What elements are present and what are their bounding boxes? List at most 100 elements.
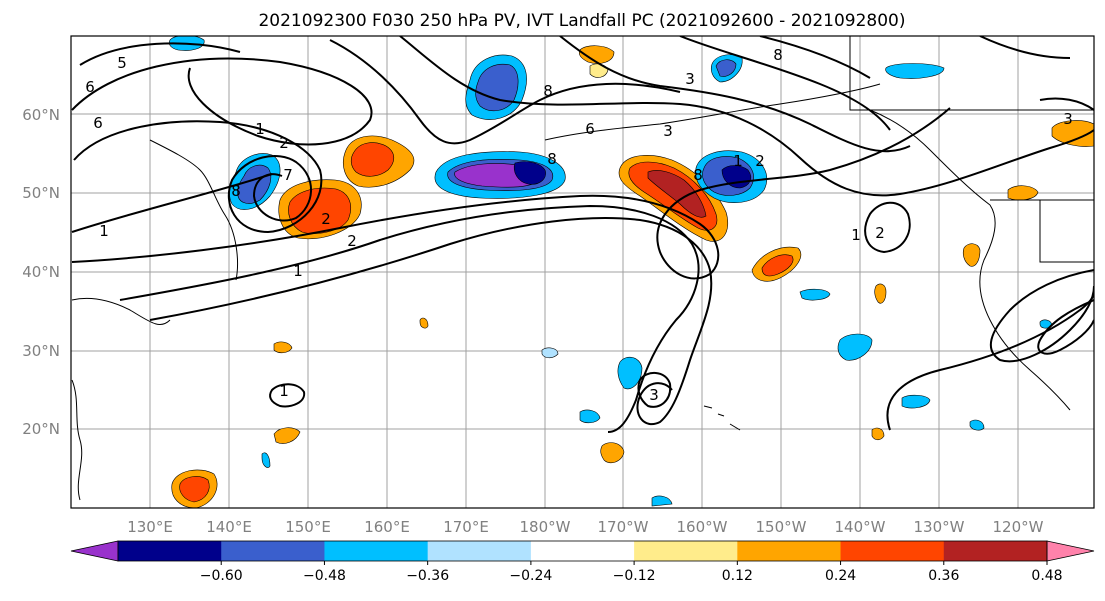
- lat-label-30n: 30°N: [22, 342, 60, 360]
- lat-label-40n: 40°N: [22, 263, 60, 281]
- positive-pv-anomaly: [273, 427, 301, 444]
- negative-pv-anomaly: [237, 164, 272, 204]
- contour-label: 1: [255, 120, 265, 138]
- contour-label: 2: [347, 232, 357, 250]
- positive-pv-anomaly: [578, 45, 615, 64]
- longitude-labels: 130°E 140°E 150°E 160°E 170°E 180°W 170°W 160°W…: [127, 518, 1043, 536]
- positive-pv-anomaly: [761, 254, 794, 277]
- positive-pv-anomaly: [600, 442, 625, 464]
- negative-pv-anomaly: [579, 409, 601, 424]
- negative-pv-anomaly: [617, 356, 643, 390]
- contour-label: 1: [293, 262, 303, 280]
- lon-label: 150°W: [756, 518, 807, 536]
- contour-label: 2: [279, 134, 289, 152]
- contour-label: 8: [547, 150, 557, 168]
- colorbar-outline: [117, 540, 1048, 562]
- contour-label: 8: [773, 46, 783, 64]
- colorbar-tick-label: −0.12: [613, 568, 656, 584]
- colorbar-bin: [427, 541, 532, 561]
- latitude-labels: 60°N 50°N 40°N 30°N 20°N: [22, 106, 60, 438]
- contour-labels: 5 6 6 8 1 2 7 1 2 1 2 8 6 3 8 8 3 1 2 1 …: [85, 46, 1073, 404]
- map-frame: [70, 35, 1095, 509]
- positive-pv-anomaly: [874, 283, 887, 304]
- lat-label-50n: 50°N: [22, 184, 60, 202]
- graticule: [71, 36, 1094, 508]
- contour-label: 7: [283, 166, 293, 184]
- lon-label: 120°W: [993, 518, 1044, 536]
- lon-label: 160°E: [364, 518, 410, 536]
- colorbar-bin: [737, 541, 842, 561]
- contour-label: 1: [733, 152, 743, 170]
- colorbar-bin: [118, 541, 222, 561]
- colorbar-tick-label: −0.48: [303, 568, 346, 584]
- negative-pv-anomaly: [541, 347, 559, 359]
- negative-pv-anomaly: [513, 161, 546, 185]
- contour-label: 2: [321, 210, 331, 228]
- colorbar-bin: [634, 541, 738, 561]
- lon-label: 170°E: [443, 518, 489, 536]
- contour-label: 2: [875, 224, 885, 242]
- negative-pv-anomaly: [901, 394, 931, 409]
- contour-label: 6: [93, 114, 103, 132]
- positive-pv-anomaly: [647, 170, 707, 218]
- contour-label: 8: [543, 82, 553, 100]
- negative-pv-anomaly: [261, 452, 271, 468]
- contour-label: 3: [1063, 110, 1073, 128]
- contour-label: 6: [85, 78, 95, 96]
- negative-pv-anomaly: [885, 63, 945, 79]
- negative-pv-anomaly: [715, 59, 737, 77]
- contour-label: 3: [685, 70, 695, 88]
- lon-label: 180°W: [520, 518, 571, 536]
- lon-label: 140°E: [206, 518, 252, 536]
- coastlines: [71, 36, 1094, 501]
- negative-pv-anomaly: [799, 288, 831, 301]
- contour-label: 5: [117, 54, 127, 72]
- contour-label: 8: [693, 166, 703, 184]
- negative-pv-anomaly: [475, 63, 519, 112]
- negative-pv-anomaly: [969, 419, 985, 431]
- colorbar-bin: [221, 541, 325, 561]
- colorbar-tick-label: 0.36: [928, 568, 959, 584]
- colorbar-tick-label: 0.12: [722, 568, 753, 584]
- lon-label: 170°W: [598, 518, 649, 536]
- colorbar-extend-max: [1046, 540, 1095, 562]
- negative-pv-anomaly: [837, 333, 873, 361]
- contour-label: 1: [279, 382, 289, 400]
- lon-label: 160°W: [677, 518, 728, 536]
- contour-label: 3: [663, 122, 673, 140]
- lat-label-60n: 60°N: [22, 106, 60, 124]
- positive-pv-anomaly: [350, 142, 395, 177]
- ivt-contours: [71, 36, 1094, 433]
- positive-pv-anomaly: [179, 476, 210, 503]
- colorbar-tick-label: −0.60: [200, 568, 243, 584]
- colorbar: −0.60 −0.48 −0.36 −0.24 −0.12 0.12 0.24 0.36 0.4…: [70, 540, 1095, 584]
- lon-label: 140°W: [835, 518, 886, 536]
- positive-pv-anomaly: [962, 243, 981, 267]
- positive-pv-anomaly: [871, 427, 885, 441]
- lon-label: 130°E: [127, 518, 173, 536]
- map-title: 2021092300 F030 250 hPa PV, IVT Landfall…: [258, 11, 905, 31]
- lon-label: 150°E: [285, 518, 331, 536]
- map-content: 5 6 6 8 1 2 7 1 2 1 2 8 6 3 8 8 3 1 2 1 …: [71, 36, 1094, 508]
- lon-label: 130°W: [914, 518, 965, 536]
- positive-pv-anomaly: [1051, 120, 1094, 147]
- lat-label-20n: 20°N: [22, 420, 60, 438]
- positive-pv-anomaly: [419, 317, 429, 329]
- colorbar-bin: [840, 541, 945, 561]
- contour-label: 8: [231, 182, 241, 200]
- positive-pv-anomaly: [1007, 185, 1039, 201]
- colorbar-bin: [324, 541, 429, 561]
- colorbar-extend-min: [70, 540, 119, 562]
- colorbar-bin: [530, 541, 635, 561]
- positive-pv-anomaly: [273, 341, 293, 354]
- contour-label: 3: [649, 386, 659, 404]
- negative-pv-anomaly: [651, 495, 673, 507]
- contour-label: 2: [755, 152, 765, 170]
- colorbar-bin: [943, 541, 1048, 561]
- colorbar-tick-label: 0.24: [825, 568, 856, 584]
- colorbar-tick-label: −0.24: [509, 568, 552, 584]
- contour-label: 1: [851, 226, 861, 244]
- contour-label: 1: [99, 222, 109, 240]
- colorbar-tick-label: −0.36: [406, 568, 449, 584]
